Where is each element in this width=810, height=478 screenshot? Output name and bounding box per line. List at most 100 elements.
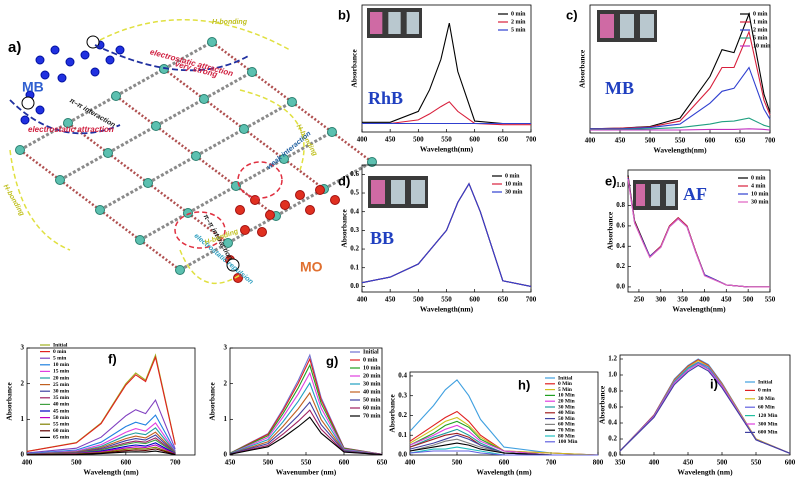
x-tick-label: 400: [649, 459, 660, 467]
legend-label: Initial: [363, 349, 379, 355]
metal-node: [199, 94, 209, 104]
legend-label: 10 min: [753, 43, 771, 49]
y-tick-label: 0.3: [350, 226, 359, 234]
legend-label: 10 min: [53, 362, 69, 368]
mo-atom: [257, 227, 267, 237]
y-tick-label: 1.0: [608, 371, 617, 379]
linker: [331, 131, 373, 163]
linker: [115, 95, 157, 127]
metal-node: [111, 91, 121, 101]
legend-label: 20 min: [363, 373, 381, 379]
y-tick-label: 0.5: [350, 189, 359, 197]
metal-node: [287, 97, 297, 107]
vial: [370, 12, 383, 34]
linker: [163, 68, 205, 100]
linker: [99, 209, 141, 241]
y-tick-label: 0.4: [398, 372, 407, 380]
legend-label: 60 Min: [758, 404, 775, 410]
mb-atom: [35, 105, 45, 115]
mb-atom: [20, 115, 30, 125]
metal-node: [15, 145, 25, 155]
y-tick-label: 0.1: [350, 263, 359, 271]
mb-atom: [115, 45, 125, 55]
y-tick-label: 0.1: [398, 431, 407, 439]
metal-node: [279, 154, 289, 164]
panel-label: c): [566, 7, 578, 22]
y-tick-label: 1.0: [616, 181, 625, 189]
panel-label: e): [605, 173, 617, 188]
panel-label: f): [108, 351, 117, 366]
plot-frame: [26, 347, 196, 456]
x-tick-label: 400: [22, 459, 33, 467]
legend-label: 30 min: [53, 388, 69, 394]
spectrum-line: [590, 117, 771, 130]
linker: [139, 211, 189, 242]
y-axis-label: Absorbance: [208, 382, 217, 421]
x-tick-label: 650: [498, 296, 509, 304]
legend-label: 5 min: [53, 355, 66, 361]
metal-node: [327, 127, 337, 137]
legend-label: 45 min: [53, 408, 69, 414]
legend-label: 0 min: [751, 175, 766, 181]
x-tick-label: 500: [743, 296, 754, 304]
legend-label: 30 Min: [758, 396, 775, 402]
metal-node: [63, 118, 73, 128]
interaction-curve: [99, 19, 291, 51]
panel-label: h): [518, 377, 530, 392]
legend-label: 30 min: [505, 189, 523, 195]
x-tick-label: 650: [377, 459, 388, 467]
panel-label: a): [8, 39, 21, 56]
spectrum-line: [229, 363, 383, 455]
legend-label: 120 Min: [758, 413, 777, 419]
legend-label: 25 min: [53, 382, 69, 388]
x-tick-label: 800: [593, 459, 604, 467]
metal-node: [143, 178, 153, 188]
y-tick-label: 0.2: [616, 262, 625, 270]
x-tick-label: 400: [405, 459, 416, 467]
x-axis-label: Wavelength(nm): [653, 146, 707, 155]
y-tick-label: 0.6: [608, 403, 617, 411]
vial: [640, 14, 654, 38]
y-tick-label: 0.0: [350, 282, 359, 290]
mo-atom: [295, 190, 305, 200]
legend-label: 40 min: [53, 402, 69, 408]
spectrum-line: [229, 401, 383, 456]
legend-label: 5 Min: [558, 387, 572, 393]
spectrum-line: [26, 422, 176, 455]
legend-label: 70 min: [363, 413, 381, 419]
panel-label: g): [326, 353, 338, 368]
x-tick-label: 550: [301, 459, 312, 467]
x-tick-label: 700: [526, 136, 537, 144]
x-tick-label: 400: [357, 296, 368, 304]
x-tick-label: 450: [721, 296, 732, 304]
linker: [203, 70, 253, 101]
linker: [99, 181, 149, 212]
x-tick-label: 700: [546, 459, 557, 467]
x-axis-label: Wavelength(nm): [672, 305, 726, 314]
y-tick-label: 0.2: [398, 411, 407, 419]
vial: [636, 184, 645, 206]
linker: [243, 100, 293, 131]
mo-atom: [240, 225, 250, 235]
mb-atom: [50, 45, 60, 55]
y-tick-label: 0: [21, 451, 25, 459]
mo-atom: [235, 205, 245, 215]
legend-label: 50 min: [53, 415, 69, 421]
spectrum-line: [26, 414, 176, 455]
y-tick-label: 2: [21, 379, 25, 387]
spectrum-line: [409, 450, 598, 456]
x-tick-label: 500: [452, 459, 463, 467]
y-tick-label: 0.4: [350, 207, 359, 215]
diagram-text: electrostatic attraction: [28, 125, 114, 134]
x-axis-label: Wavelength (nm): [83, 468, 139, 477]
spectrum-line: [590, 66, 771, 130]
mo-atom: [233, 273, 243, 283]
x-tick-label: 400: [357, 136, 368, 144]
y-tick-label: 0.6: [616, 222, 625, 230]
x-axis-label: Wavelength (nm): [677, 468, 733, 477]
x-tick-label: 400: [699, 296, 710, 304]
metal-node: [103, 148, 113, 158]
interaction-ring: [237, 161, 283, 199]
legend-label: 15 min: [53, 369, 69, 375]
y-axis-label: Absorbance: [350, 49, 359, 88]
